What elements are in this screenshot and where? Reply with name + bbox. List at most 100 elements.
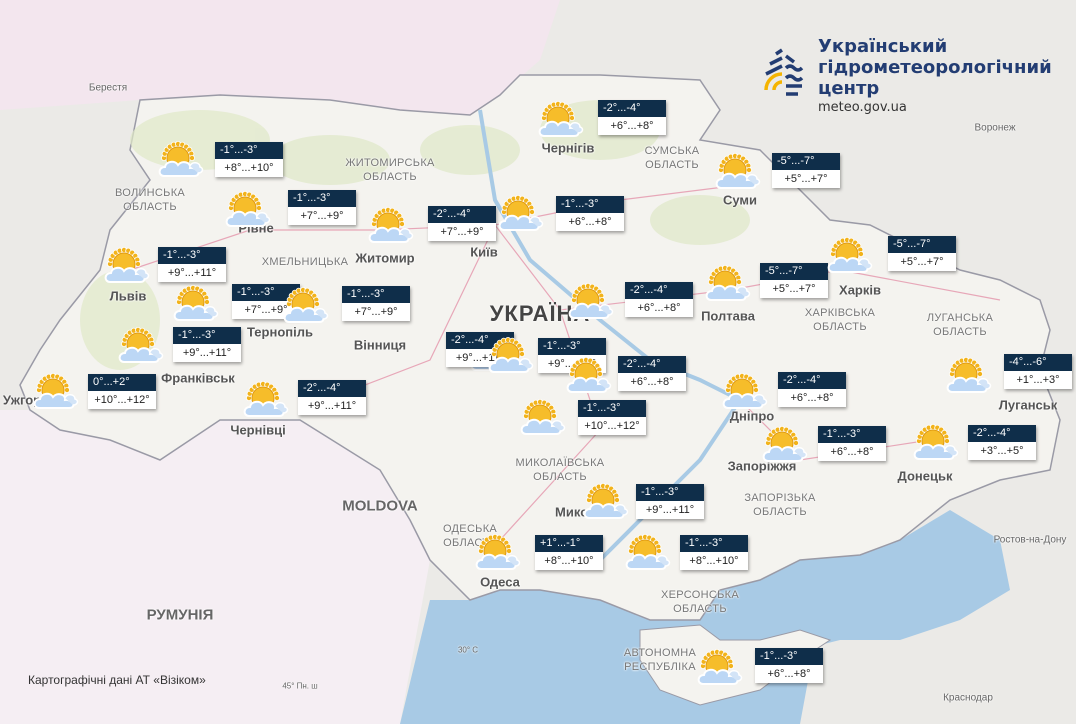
night-temperature: -1°...-3° <box>755 648 823 665</box>
partly-cloudy-icon[interactable] <box>283 286 329 326</box>
map-credit: Картографічні дані АТ «Візіком» <box>28 673 206 687</box>
city-label: Суми <box>722 192 758 208</box>
black-sea <box>400 510 1010 724</box>
partly-cloudy-icon[interactable] <box>625 533 671 573</box>
day-temperature: +8°...+10° <box>215 159 283 177</box>
romania-area <box>0 410 430 724</box>
city-label: Чернівці <box>230 422 286 438</box>
region-label: СУМСЬКА ОБЛАСТЬ <box>644 145 700 171</box>
partly-cloudy-icon[interactable] <box>913 423 959 463</box>
partly-cloudy-icon[interactable] <box>566 356 612 396</box>
partly-cloudy-icon[interactable] <box>568 282 614 322</box>
night-temperature: -1°...-3° <box>578 400 646 417</box>
graticule-label: 30° С <box>457 645 479 655</box>
city-label: Львів <box>109 288 147 304</box>
city-label: Чернігів <box>541 140 595 156</box>
forecast-temperature-box[interactable]: -5°...-7° +5°...+7° <box>760 263 828 298</box>
partly-cloudy-icon[interactable] <box>104 246 150 286</box>
night-temperature: -2°...-4° <box>618 356 686 373</box>
forecast-temperature-box[interactable]: -1°...-3° +7°...+9° <box>232 284 300 319</box>
night-temperature: -1°...-3° <box>288 190 356 207</box>
forecast-temperature-box[interactable]: -2°...-4° +9°...+11° <box>298 380 366 415</box>
forecast-temperature-box[interactable]: -5°...-7° +5°...+7° <box>888 236 956 271</box>
day-temperature: +1°...+3° <box>1004 371 1072 389</box>
partly-cloudy-icon[interactable] <box>498 194 544 234</box>
forecast-temperature-box[interactable]: -2°...-4° +6°...+8° <box>618 356 686 391</box>
night-temperature: -1°...-3° <box>342 286 410 303</box>
forecast-temperature-box[interactable]: -1°...-3° +6°...+8° <box>556 196 624 231</box>
forecast-temperature-box[interactable]: -1°...-3° +8°...+10° <box>680 535 748 570</box>
partly-cloudy-icon[interactable] <box>158 140 204 180</box>
night-temperature: -1°...-3° <box>636 484 704 501</box>
partly-cloudy-icon[interactable] <box>583 482 629 522</box>
forecast-temperature-box[interactable]: -1°...-3° +6°...+8° <box>818 426 886 461</box>
day-temperature: +3°...+5° <box>968 442 1036 460</box>
partly-cloudy-icon[interactable] <box>538 100 584 140</box>
partly-cloudy-icon[interactable] <box>368 206 414 246</box>
day-temperature: +7°...+9° <box>232 301 300 319</box>
partly-cloudy-icon[interactable] <box>225 190 271 230</box>
day-temperature: +5°...+7° <box>888 253 956 271</box>
day-temperature: +8°...+10° <box>680 552 748 570</box>
forecast-temperature-box[interactable]: -1°...-3° +6°...+8° <box>755 648 823 683</box>
city-label: Франківськ <box>161 370 235 386</box>
region-label: ХАРКІВСЬКА ОБЛАСТЬ <box>804 307 876 333</box>
day-temperature: +6°...+8° <box>618 373 686 391</box>
forecast-temperature-box[interactable]: -1°...-3° +10°...+12° <box>578 400 646 435</box>
partly-cloudy-icon[interactable] <box>715 152 761 192</box>
night-temperature: -2°...-4° <box>968 425 1036 442</box>
forecast-temperature-box[interactable]: 0°...+2° +10°...+12° <box>88 374 156 409</box>
partly-cloudy-icon[interactable] <box>946 356 992 396</box>
country-label: РУМУНІЯ <box>146 606 214 624</box>
forecast-temperature-box[interactable]: -2°...-4° +6°...+8° <box>778 372 846 407</box>
forecast-temperature-box[interactable]: -2°...-4° +3°...+5° <box>968 425 1036 460</box>
night-temperature: -4°...-6° <box>1004 354 1072 371</box>
partly-cloudy-icon[interactable] <box>243 380 289 420</box>
partly-cloudy-icon[interactable] <box>697 648 743 688</box>
partly-cloudy-icon[interactable] <box>520 398 566 438</box>
city-label: Берестя <box>88 82 128 94</box>
city-label: Полтава <box>701 308 755 324</box>
graticule-label: 45° Пн. ш <box>282 681 318 691</box>
partly-cloudy-icon[interactable] <box>762 425 808 465</box>
forecast-temperature-box[interactable]: -2°...-4° +6°...+8° <box>625 282 693 317</box>
day-temperature: +5°...+7° <box>760 280 828 298</box>
partly-cloudy-icon[interactable] <box>722 372 768 412</box>
forecast-temperature-box[interactable]: -1°...-3° +8°...+10° <box>215 142 283 177</box>
night-temperature: -1°...-3° <box>215 142 283 159</box>
forecast-temperature-box[interactable]: -1°...-3° +7°...+9° <box>288 190 356 225</box>
night-temperature: -2°...-4° <box>778 372 846 389</box>
day-temperature: +7°...+9° <box>342 303 410 321</box>
forecast-temperature-box[interactable]: -1°...-3° +7°...+9° <box>342 286 410 321</box>
partly-cloudy-icon[interactable] <box>475 533 521 573</box>
day-temperature: +9°...+11° <box>173 344 241 362</box>
forecast-temperature-box[interactable]: -2°...-4° +7°...+9° <box>428 206 496 241</box>
partly-cloudy-icon[interactable] <box>173 284 219 324</box>
city-label: Дніпро <box>729 408 775 424</box>
region-label: ХЕРСОНСЬКА ОБЛАСТЬ <box>661 589 739 615</box>
night-temperature: 0°...+2° <box>88 374 156 391</box>
forecast-temperature-box[interactable]: -1°...-3° +9°...+11° <box>173 327 241 362</box>
forecast-temperature-box[interactable]: -5°...-7° +5°...+7° <box>772 153 840 188</box>
partly-cloudy-icon[interactable] <box>488 336 534 376</box>
night-temperature: -2°...-4° <box>298 380 366 397</box>
night-temperature: -5°...-7° <box>760 263 828 280</box>
night-temperature: -2°...-4° <box>428 206 496 223</box>
forecast-temperature-box[interactable]: -1°...-3° +9°...+11° <box>636 484 704 519</box>
forecast-temperature-box[interactable]: -4°...-6° +1°...+3° <box>1004 354 1072 389</box>
partly-cloudy-icon[interactable] <box>827 236 873 276</box>
logo-url[interactable]: meteo.gov.ua <box>818 100 907 115</box>
ugmc-logo[interactable]: Український гідрометеорологічний центр m… <box>762 36 1052 116</box>
day-temperature: +10°...+12° <box>578 417 646 435</box>
partly-cloudy-icon[interactable] <box>705 264 751 304</box>
forecast-temperature-box[interactable]: -2°...-4° +6°...+8° <box>598 100 666 135</box>
partly-cloudy-icon[interactable] <box>33 372 79 412</box>
forecast-temperature-box[interactable]: -1°...-3° +9°...+11° <box>158 247 226 282</box>
day-temperature: +6°...+8° <box>778 389 846 407</box>
city-label: Донецьк <box>897 468 953 484</box>
day-temperature: +6°...+8° <box>818 443 886 461</box>
night-temperature: -1°...-3° <box>556 196 624 213</box>
forecast-temperature-box[interactable]: +1°...-1° +8°...+10° <box>535 535 603 570</box>
city-label: Краснодар <box>943 692 993 704</box>
partly-cloudy-icon[interactable] <box>118 326 164 366</box>
